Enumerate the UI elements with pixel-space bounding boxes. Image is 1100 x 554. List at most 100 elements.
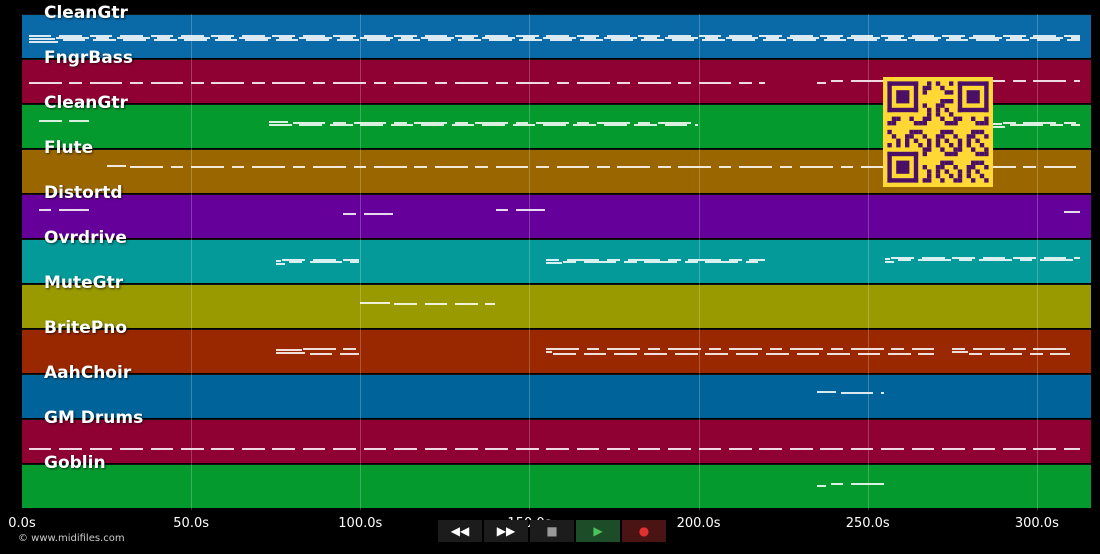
midi-note [969, 37, 1003, 39]
midi-note [786, 37, 820, 39]
midi-note [1043, 257, 1067, 259]
midi-note [69, 82, 82, 84]
rewind-button[interactable]: ◀◀ [438, 520, 482, 542]
midi-note [800, 166, 833, 168]
midi-note [986, 123, 1003, 125]
midi-note [1043, 166, 1077, 168]
midi-note [607, 259, 620, 261]
midi-note [512, 124, 536, 126]
midi-note [745, 261, 759, 263]
midi-note [400, 37, 414, 39]
track-label: CleanGtr [44, 93, 128, 113]
midi-note [816, 82, 827, 84]
midi-note [363, 35, 387, 37]
track-label: MuteGtr [44, 273, 124, 293]
track-lane[interactable]: Goblin [22, 453, 1091, 508]
track-lane[interactable]: Distortd [22, 183, 1091, 238]
stop-button[interactable]: ■ [530, 520, 574, 542]
midi-note [170, 166, 184, 168]
midi-note [952, 348, 965, 350]
track-label: CleanGtr [44, 3, 128, 23]
qr-code-pattern [887, 81, 989, 183]
midi-note [130, 166, 164, 168]
midi-note [556, 166, 590, 168]
midi-note [583, 37, 597, 39]
midi-note [607, 35, 630, 37]
midi-note [701, 39, 725, 41]
midi-note [268, 124, 292, 126]
midi-note [881, 35, 904, 37]
track-lane[interactable]: GM Drums [22, 408, 1091, 463]
fast-forward-button[interactable]: ▶▶ [484, 520, 528, 542]
midi-note [28, 38, 55, 40]
midi-note [360, 302, 390, 304]
midi-note [515, 209, 546, 211]
midi-note [180, 35, 204, 37]
midi-note [1013, 80, 1026, 82]
midi-note [942, 35, 965, 37]
midi-note [275, 263, 285, 265]
track-lane[interactable]: MuteGtr [22, 273, 1091, 328]
midi-note [603, 37, 637, 39]
qr-code [883, 77, 993, 187]
midi-note [668, 348, 701, 350]
midi-note [546, 259, 559, 261]
midi-note [302, 348, 336, 350]
midi-note [1063, 122, 1077, 124]
midi-note [28, 448, 52, 450]
midi-note [312, 259, 336, 261]
track-lanes: CleanGtr FngrBass CleanGtr Flute Distortd Ovr… [22, 3, 1091, 510]
midi-note [583, 261, 617, 263]
track-lane[interactable]: CleanGtr [22, 3, 1091, 58]
track-lane[interactable]: AahChoir [22, 363, 1091, 418]
midi-note [434, 166, 468, 168]
midi-note [725, 37, 759, 39]
track-lane[interactable]: BritePno [22, 318, 1091, 373]
midi-note [766, 37, 779, 39]
midi-note [390, 124, 414, 126]
track-lane[interactable]: Ovrdrive [22, 228, 1091, 283]
midi-note [915, 39, 938, 41]
midi-note [881, 392, 884, 394]
midi-note [729, 348, 762, 350]
midi-note [664, 124, 688, 126]
midi-note [184, 39, 208, 41]
midi-note [106, 165, 126, 167]
midi-note [93, 39, 116, 41]
midi-note [789, 35, 813, 37]
midi-note [705, 353, 729, 355]
midi-note [674, 353, 698, 355]
midi-note [485, 35, 509, 37]
midi-note [816, 391, 837, 393]
midi-note [881, 448, 904, 450]
midi-note [986, 126, 1006, 128]
midi-note [698, 82, 732, 84]
midi-note [597, 166, 610, 168]
midi-note [735, 353, 759, 355]
midi-note [739, 82, 752, 84]
midi-note [299, 124, 323, 126]
midi-note [536, 122, 570, 124]
midi-note [607, 348, 641, 350]
midi-note [394, 35, 417, 37]
midi-note [847, 37, 881, 39]
midi-note [549, 39, 573, 41]
midi-note [241, 35, 265, 37]
midi-note [1023, 122, 1057, 124]
play-button[interactable]: ▶ [576, 520, 620, 542]
midi-note [759, 35, 783, 37]
record-button[interactable]: ● [622, 520, 666, 542]
midi-note [1006, 39, 1030, 41]
midi-note [120, 35, 143, 37]
midi-note [840, 392, 874, 394]
midi-note [123, 39, 147, 41]
midi-note [1023, 166, 1036, 168]
midi-note [657, 122, 691, 124]
midi-note [333, 122, 346, 124]
midi-note [888, 353, 911, 355]
midi-note [1063, 211, 1080, 213]
midi-note [972, 448, 996, 450]
midi-note [59, 35, 82, 37]
midi-note [729, 448, 752, 450]
midi-note [1063, 35, 1080, 37]
